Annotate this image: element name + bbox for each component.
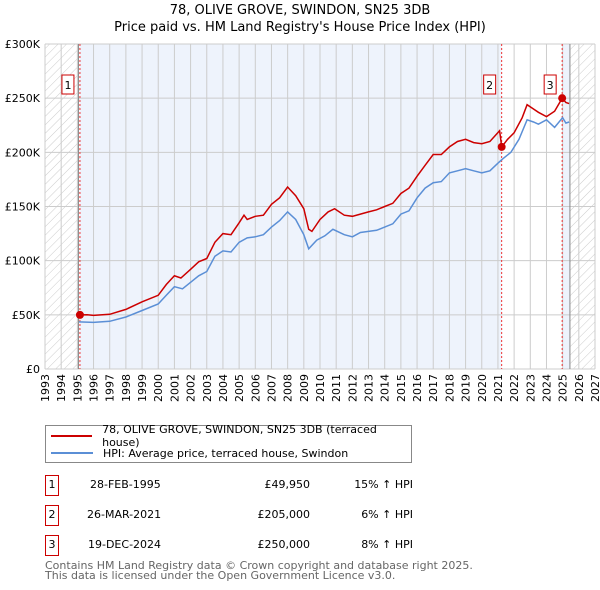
x-tick-label: 1996 bbox=[88, 374, 101, 402]
transaction-label-box bbox=[543, 74, 557, 95]
x-tick-label: 2021 bbox=[492, 374, 505, 402]
transaction-date: 26-MAR-2021 bbox=[87, 508, 162, 521]
x-tick-label: 2000 bbox=[152, 374, 165, 402]
transaction-date: 28-FEB-1995 bbox=[90, 478, 161, 491]
x-tick-label: 2012 bbox=[346, 374, 359, 402]
transaction-label-box bbox=[483, 74, 497, 95]
marker-box: 3 bbox=[45, 535, 59, 556]
y-tick-label: £100K bbox=[5, 255, 41, 268]
transaction-label: 3 bbox=[547, 79, 554, 92]
y-tick-label: £50K bbox=[12, 309, 41, 322]
x-tick-label: 1999 bbox=[136, 374, 149, 402]
x-tick-label: 2007 bbox=[265, 374, 278, 402]
legend-swatch-hpi bbox=[51, 452, 93, 454]
transaction-point bbox=[497, 142, 506, 151]
chart-subtitle: Price paid vs. HM Land Registry's House … bbox=[114, 20, 486, 35]
x-tick-label: 2024 bbox=[540, 374, 553, 402]
transaction-label-box bbox=[61, 74, 75, 95]
x-tick-label: 1998 bbox=[120, 374, 133, 402]
footer-licence: This data is licensed under the Open Gov… bbox=[45, 569, 396, 582]
transaction-row: 1 28-FEB-1995 £49,950 15% ↑ HPI bbox=[45, 475, 445, 496]
transaction-row: 3 19-DEC-2024 £250,000 8% ↑ HPI bbox=[45, 535, 445, 556]
transaction-price: £250,000 bbox=[257, 538, 311, 551]
y-tick-label: £0 bbox=[26, 363, 40, 376]
x-tick-label: 2013 bbox=[363, 374, 376, 402]
y-tick-label: £300K bbox=[5, 38, 41, 51]
x-tick-label: 2023 bbox=[524, 374, 537, 402]
x-tick-label: 2020 bbox=[476, 374, 489, 402]
transaction-hpi: 8% ↑ HPI bbox=[361, 538, 413, 551]
x-tick-label: 2008 bbox=[282, 374, 295, 402]
legend: 78, OLIVE GROVE, SWINDON, SN25 3DB (terr… bbox=[45, 423, 412, 463]
x-tick-label: 2019 bbox=[460, 374, 473, 402]
y-tick-label: £150K bbox=[5, 201, 41, 214]
x-tick-label: 2011 bbox=[330, 374, 343, 402]
transaction-price: £205,000 bbox=[257, 508, 311, 521]
marker-box: 2 bbox=[45, 505, 59, 526]
footer: Contains HM Land Registry data © Crown c… bbox=[45, 559, 473, 582]
x-tick-label: 2009 bbox=[298, 374, 311, 402]
x-tick-label: 2014 bbox=[379, 374, 392, 402]
legend-label-property: 78, OLIVE GROVE, SWINDON, SN25 3DB (terr… bbox=[102, 423, 377, 449]
transaction-point bbox=[75, 310, 84, 319]
transaction-price: £49,950 bbox=[264, 478, 311, 491]
footer-copyright: Contains HM Land Registry data © Crown c… bbox=[45, 559, 473, 572]
x-tick-label: 2002 bbox=[185, 374, 198, 402]
x-tick-label: 2015 bbox=[395, 374, 408, 402]
x-tick-label: 2004 bbox=[217, 374, 230, 402]
x-tick-label: 2022 bbox=[508, 374, 521, 402]
x-tick-label: 2001 bbox=[168, 374, 181, 402]
x-tick-label: 2003 bbox=[201, 374, 214, 402]
x-tick-label: 1994 bbox=[55, 374, 68, 402]
transaction-hpi: 6% ↑ HPI bbox=[361, 508, 413, 521]
x-tick-label: 2026 bbox=[573, 374, 586, 402]
property-price-line bbox=[79, 96, 570, 317]
transaction-hpi: 15% ↑ HPI bbox=[354, 478, 413, 491]
x-tick-label: 2018 bbox=[443, 374, 456, 402]
legend-label-hpi: HPI: Average price, terraced house, Swin… bbox=[103, 446, 349, 460]
x-tick-label: 2005 bbox=[233, 374, 246, 402]
x-tick-label: 2025 bbox=[557, 374, 570, 402]
price-chart: 1993 1994 1995 1996 1997 1998 1999 2000 2001 2002… bbox=[5, 38, 600, 402]
x-tick-label: 2010 bbox=[314, 374, 327, 402]
x-tick-label: 1993 bbox=[39, 374, 52, 402]
x-tick-label: 2027 bbox=[589, 374, 600, 402]
chart-title: 78, OLIVE GROVE, SWINDON, SN25 3DB bbox=[169, 3, 431, 18]
marker-box: 1 bbox=[45, 475, 59, 496]
x-tick-label: 2017 bbox=[427, 374, 440, 402]
transaction-row: 2 26-MAR-2021 £205,000 6% ↑ HPI bbox=[45, 505, 445, 526]
x-tick-label: 1995 bbox=[71, 374, 84, 402]
transaction-date: 19-DEC-2024 bbox=[88, 538, 162, 551]
y-tick-label: £200K bbox=[5, 146, 41, 159]
x-tick-label: 2016 bbox=[411, 374, 424, 402]
hpi-line bbox=[78, 116, 570, 324]
y-tick-label: £250K bbox=[5, 92, 41, 105]
transaction-label: 1 bbox=[64, 79, 71, 92]
x-tick-label: 2006 bbox=[249, 374, 262, 402]
transaction-label: 2 bbox=[486, 79, 493, 92]
x-tick-label: 1997 bbox=[104, 374, 117, 402]
transaction-point bbox=[558, 94, 567, 103]
legend-swatch-property bbox=[51, 435, 93, 437]
